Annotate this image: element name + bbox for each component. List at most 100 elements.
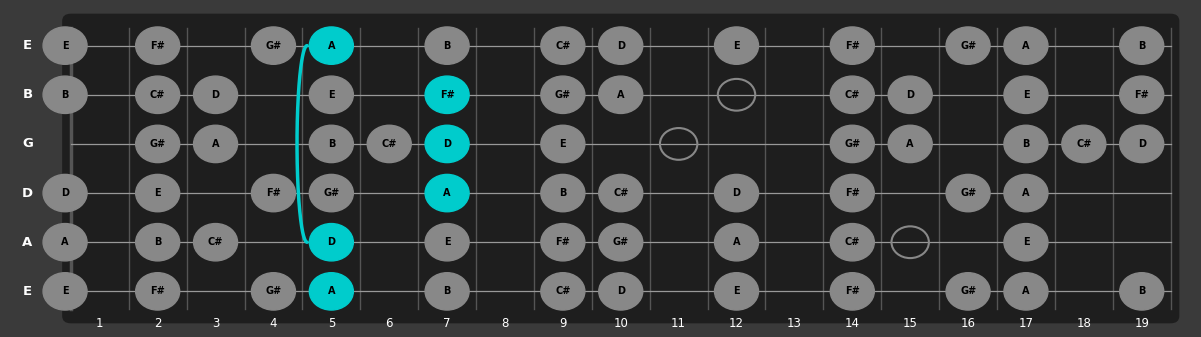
Text: 18: 18 [1076,317,1092,330]
Text: E: E [1022,237,1029,247]
Circle shape [136,76,180,114]
Text: E: E [734,286,740,296]
Circle shape [540,125,585,162]
Text: 16: 16 [961,317,975,330]
Text: B: B [23,88,32,101]
Text: 7: 7 [443,317,450,330]
Text: F#: F# [556,237,570,247]
Text: G#: G# [613,237,629,247]
Circle shape [1004,273,1048,310]
Text: G#: G# [150,139,166,149]
Circle shape [251,175,295,212]
Circle shape [599,223,643,261]
Text: G#: G# [960,286,976,296]
Circle shape [310,273,353,310]
Circle shape [310,223,353,261]
Circle shape [599,76,643,114]
Circle shape [830,273,874,310]
Circle shape [310,125,353,162]
Circle shape [830,175,874,212]
Text: G#: G# [265,286,281,296]
Text: D: D [61,188,70,198]
Text: F#: F# [846,188,860,198]
Circle shape [715,273,759,310]
Text: A: A [443,188,450,198]
Text: A: A [907,139,914,149]
Text: B: B [61,90,68,100]
Text: F#: F# [1135,90,1149,100]
Circle shape [1119,125,1164,162]
Text: 14: 14 [844,317,860,330]
Circle shape [599,175,643,212]
Circle shape [368,125,411,162]
Circle shape [830,76,874,114]
Circle shape [1004,175,1048,212]
Circle shape [1119,273,1164,310]
Text: C#: C# [613,188,628,198]
FancyBboxPatch shape [0,36,1201,337]
Text: E: E [444,237,450,247]
Text: C#: C# [555,286,570,296]
Circle shape [599,273,643,310]
Circle shape [946,27,990,64]
Text: D: D [907,90,914,100]
Text: B: B [560,188,567,198]
Text: D: D [617,286,625,296]
Text: E: E [155,188,161,198]
Circle shape [425,175,470,212]
Text: G#: G# [555,90,570,100]
Circle shape [1004,27,1048,64]
Circle shape [830,27,874,64]
Circle shape [193,76,238,114]
Text: 5: 5 [328,317,335,330]
Circle shape [830,223,874,261]
Text: 6: 6 [386,317,393,330]
Text: C#: C# [208,237,223,247]
Circle shape [540,273,585,310]
Circle shape [715,27,759,64]
Text: E: E [328,90,335,100]
Text: C#: C# [844,90,860,100]
Text: B: B [1139,41,1146,51]
Text: 15: 15 [903,317,918,330]
Circle shape [136,125,180,162]
Text: E: E [61,286,68,296]
Circle shape [136,175,180,212]
Text: E: E [560,139,566,149]
Text: D: D [1137,139,1146,149]
Circle shape [425,27,470,64]
Circle shape [540,27,585,64]
Text: 17: 17 [1018,317,1033,330]
Text: A: A [328,41,335,51]
Text: A: A [211,139,220,149]
Text: B: B [154,237,161,247]
Circle shape [43,273,86,310]
Circle shape [136,223,180,261]
Circle shape [889,76,932,114]
Text: 8: 8 [501,317,509,330]
Circle shape [136,273,180,310]
Circle shape [425,125,470,162]
Text: 1: 1 [96,317,103,330]
Circle shape [1119,76,1164,114]
Circle shape [136,27,180,64]
Text: E: E [23,285,32,298]
Circle shape [1004,76,1048,114]
Circle shape [43,175,86,212]
Text: G#: G# [323,188,340,198]
Text: F#: F# [846,286,860,296]
Circle shape [1119,27,1164,64]
Text: E: E [734,41,740,51]
Text: 4: 4 [270,317,277,330]
Circle shape [310,175,353,212]
Circle shape [1062,125,1106,162]
Circle shape [43,76,86,114]
Text: 10: 10 [614,317,628,330]
Circle shape [1004,223,1048,261]
Circle shape [599,27,643,64]
Text: G#: G# [960,41,976,51]
Text: 19: 19 [1134,317,1149,330]
Text: B: B [328,139,335,149]
Text: D: D [733,188,741,198]
Text: G#: G# [844,139,860,149]
